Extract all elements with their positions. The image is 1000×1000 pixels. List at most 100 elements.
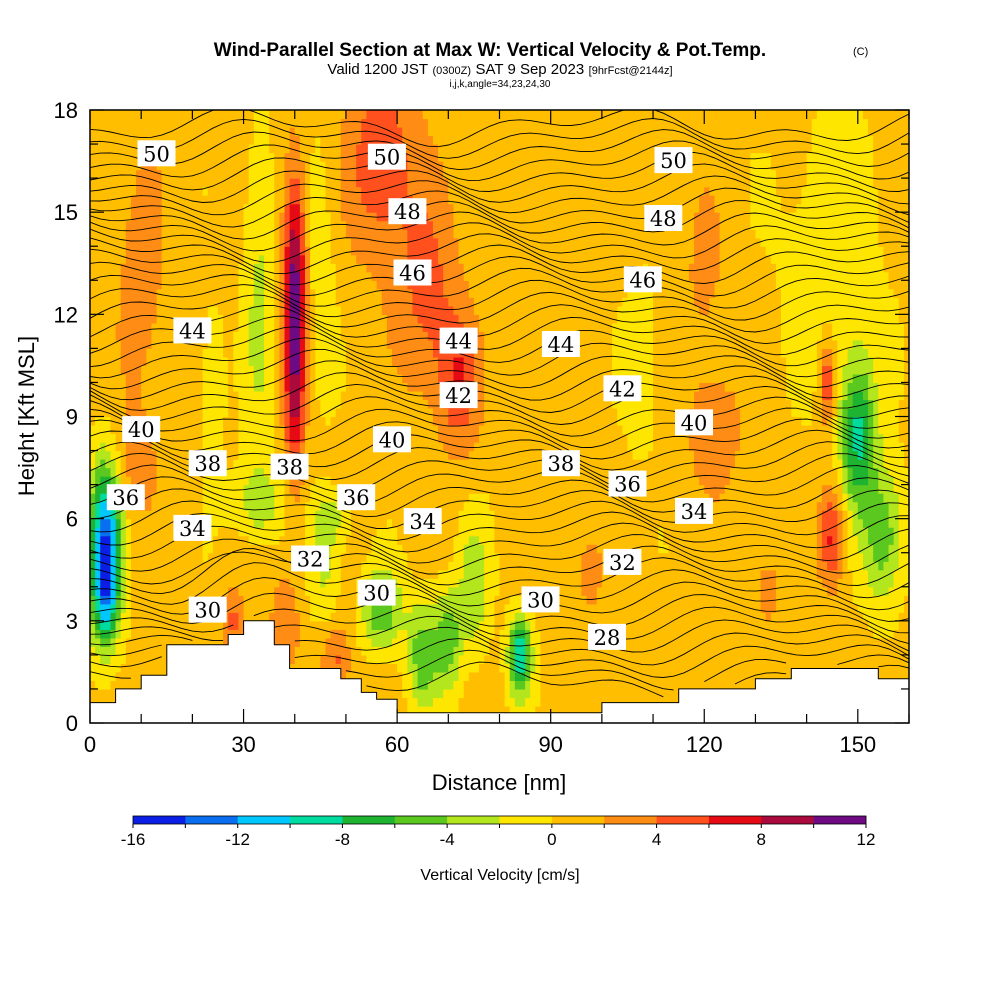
- velocity-cell: [898, 586, 905, 596]
- velocity-cell: [694, 620, 700, 630]
- velocity-cell: [514, 527, 521, 537]
- velocity-cell: [576, 688, 582, 699]
- velocity-cell: [315, 620, 321, 630]
- velocity-cell: [289, 663, 296, 673]
- velocity-cell: [709, 561, 716, 571]
- velocity-cell: [202, 620, 209, 630]
- velocity-cell: [729, 612, 736, 622]
- velocity-cell: [238, 586, 245, 596]
- velocity-cell: [279, 612, 286, 622]
- velocity-cell: [525, 467, 531, 477]
- velocity-cell: [786, 654, 792, 664]
- velocity-cell: [770, 654, 777, 664]
- velocity-cell: [269, 501, 275, 511]
- velocity-cell: [136, 459, 142, 469]
- velocity-cell: [519, 620, 526, 630]
- velocity-cell: [366, 518, 373, 528]
- velocity-cell: [238, 467, 245, 477]
- velocity-cell: [724, 586, 731, 596]
- velocity-cell: [821, 459, 828, 469]
- velocity-cell: [340, 663, 347, 673]
- velocity-cell: [443, 637, 449, 647]
- velocity-cell: [781, 603, 787, 613]
- velocity-cell: [100, 620, 106, 630]
- velocity-cell: [781, 535, 787, 545]
- velocity-cell: [596, 569, 603, 579]
- velocity-cell: [315, 654, 321, 664]
- velocity-cell: [412, 595, 419, 605]
- velocity-cell: [663, 501, 670, 511]
- velocity-cell: [397, 476, 403, 486]
- velocity-cell: [530, 637, 536, 647]
- velocity-cell: [770, 501, 777, 511]
- velocity-cell: [694, 654, 700, 664]
- velocity-cell: [714, 595, 721, 605]
- velocity-cell: [345, 578, 352, 588]
- velocity-cell: [535, 646, 542, 656]
- velocity-cell: [182, 637, 188, 647]
- velocity-cell: [397, 688, 403, 699]
- velocity-cell: [653, 569, 659, 579]
- velocity-cell: [228, 612, 234, 622]
- velocity-cell: [786, 646, 792, 656]
- velocity-cell: [801, 569, 808, 579]
- velocity-cell: [422, 654, 429, 664]
- velocity-cell: [816, 552, 823, 562]
- velocity-cell: [581, 544, 588, 554]
- velocity-cell: [888, 459, 895, 469]
- velocity-cell: [468, 595, 475, 605]
- velocity-cell: [284, 476, 291, 486]
- velocity-cell: [376, 646, 383, 656]
- velocity-cell: [755, 561, 762, 571]
- velocity-cell: [458, 493, 465, 503]
- velocity-cell: [591, 680, 598, 690]
- velocity-cell: [120, 629, 127, 639]
- velocity-cell: [146, 578, 153, 588]
- velocity-cell: [632, 459, 639, 469]
- velocity-cell: [811, 510, 818, 520]
- velocity-cell: [678, 663, 685, 673]
- velocity-cell: [427, 535, 434, 545]
- velocity-cell: [637, 544, 644, 554]
- velocity-cell: [310, 569, 316, 579]
- velocity-cell: [719, 663, 726, 673]
- velocity-cell: [868, 663, 874, 673]
- velocity-cell: [765, 637, 772, 647]
- velocity-cell: [535, 527, 542, 537]
- velocity-cell: [274, 578, 280, 588]
- velocity-cell: [504, 552, 511, 562]
- velocity-cell: [146, 510, 153, 520]
- velocity-cell: [514, 484, 521, 494]
- velocity-cell: [642, 586, 649, 596]
- velocity-cell: [489, 637, 495, 647]
- velocity-cell: [525, 476, 531, 486]
- velocity-cell: [284, 603, 291, 613]
- velocity-cell: [847, 569, 854, 579]
- velocity-cell: [617, 663, 623, 673]
- velocity-cell: [468, 688, 475, 699]
- velocity-cell: [386, 629, 393, 639]
- velocity-cell: [596, 527, 603, 537]
- velocity-cell: [484, 544, 490, 554]
- velocity-cell: [243, 569, 250, 579]
- velocity-cell: [612, 544, 618, 554]
- velocity-cell: [105, 620, 112, 630]
- velocity-cell: [289, 646, 296, 656]
- velocity-cell: [115, 663, 122, 673]
- velocity-cell: [192, 501, 199, 511]
- velocity-cell: [269, 578, 275, 588]
- velocity-cell: [560, 510, 567, 520]
- velocity-cell: [274, 476, 280, 486]
- velocity-cell: [499, 646, 506, 656]
- velocity-cell: [130, 663, 137, 673]
- velocity-cell: [606, 501, 613, 511]
- velocity-cell: [212, 620, 219, 630]
- velocity-cell: [842, 510, 849, 520]
- velocity-cell: [545, 561, 552, 571]
- velocity-cell: [345, 459, 352, 469]
- velocity-cell: [873, 501, 879, 511]
- velocity-cell: [709, 578, 716, 588]
- velocity-cell: [494, 493, 501, 503]
- velocity-cell: [438, 459, 444, 469]
- velocity-cell: [832, 569, 838, 579]
